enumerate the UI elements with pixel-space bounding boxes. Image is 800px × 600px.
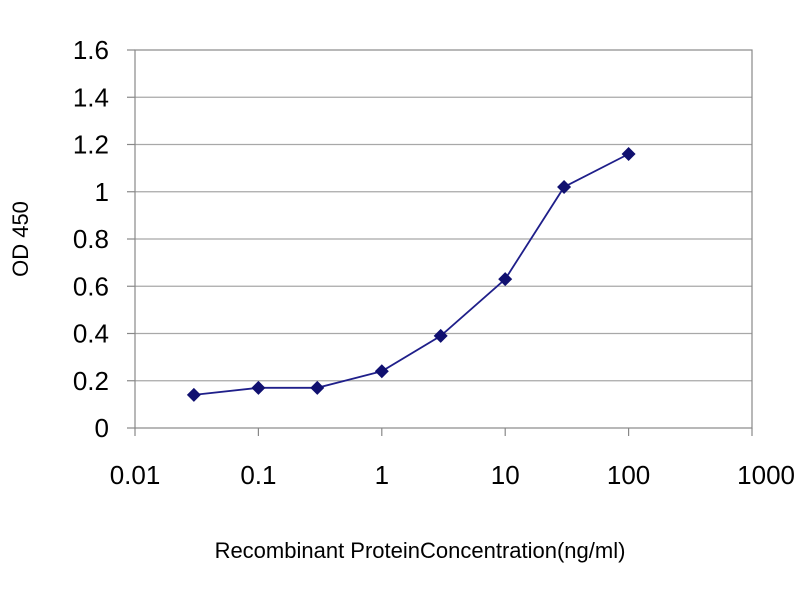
data-point-marker — [621, 146, 636, 161]
x-tick-label: 0.1 — [240, 460, 276, 490]
y-tick-label: 0.2 — [73, 366, 109, 396]
x-tick-label: 100 — [607, 460, 650, 490]
data-point-marker — [433, 328, 448, 343]
y-tick-label: 0 — [95, 413, 109, 443]
data-point-marker — [186, 387, 201, 402]
y-axis-title: OD 450 — [8, 201, 33, 277]
series-markers — [186, 146, 636, 402]
grid-lines — [135, 96, 752, 382]
x-tick-label: 10 — [491, 460, 520, 490]
y-tick-label: 1.6 — [73, 35, 109, 65]
data-point-marker — [374, 364, 389, 379]
data-point-marker — [498, 272, 513, 287]
y-tick-label: 1 — [95, 177, 109, 207]
data-point-marker — [557, 180, 572, 195]
y-tick-label: 1.4 — [73, 82, 109, 112]
x-axis-ticks: 0.01 0.1 1 10 100 1000 — [110, 428, 795, 490]
series-line — [193, 153, 630, 396]
x-tick-label: 1 — [375, 460, 389, 490]
y-tick-label: 0.6 — [73, 271, 109, 301]
y-axis-ticks: 0 0.2 0.4 0.6 0.8 1 1.2 1.4 1.6 — [73, 35, 135, 443]
data-point-marker — [310, 380, 325, 395]
data-point-marker — [251, 380, 266, 395]
y-tick-label: 0.4 — [73, 319, 109, 349]
x-axis-title: Recombinant ProteinConcentration(ng/ml) — [215, 538, 626, 563]
x-tick-label: 0.01 — [110, 460, 161, 490]
y-tick-label: 0.8 — [73, 224, 109, 254]
x-tick-label: 1000 — [737, 460, 795, 490]
y-tick-label: 1.2 — [73, 130, 109, 160]
